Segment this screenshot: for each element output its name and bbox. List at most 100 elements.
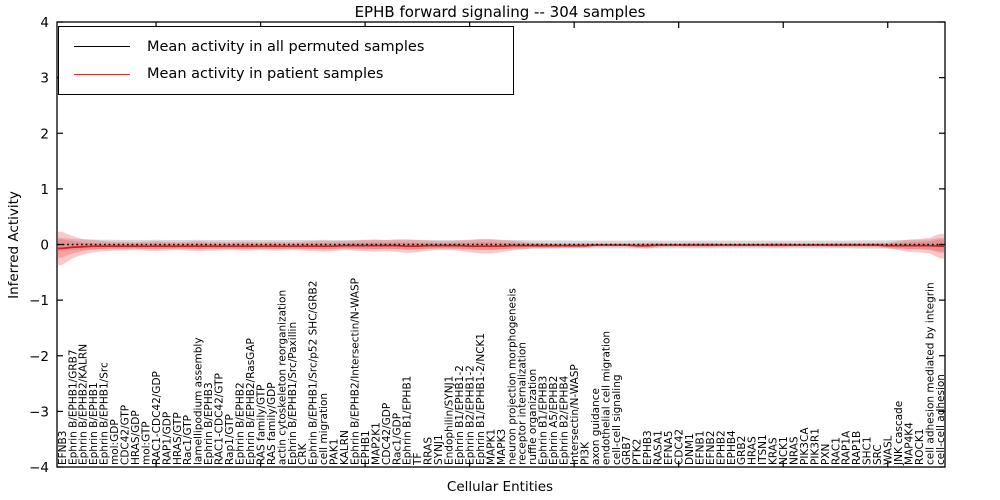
- x-category-label: Ephrin B/EPHB2/KALRN: [78, 344, 90, 465]
- x-category-label: axon guidance: [590, 388, 602, 465]
- x-category-label: JNK cascade: [893, 401, 905, 466]
- x-category-label: EPHB3: [642, 430, 654, 465]
- patient-range-band: [58, 231, 944, 266]
- x-category-label: Ephrin B/EPHB2/RasGAP: [245, 338, 257, 465]
- x-category-label: EFNB1: [694, 431, 706, 465]
- x-category-label: Ephrin B2/EPHB4: [559, 375, 571, 465]
- x-category-label: PIK3R1: [809, 428, 821, 465]
- x-category-label: RAS family/GTP: [255, 384, 267, 465]
- x-category-label: ITSN1: [757, 434, 769, 465]
- x-category-label: Ephrin B2/EPHB1-2: [464, 365, 476, 465]
- x-category-label: RAC1: [830, 437, 842, 465]
- x-category-label: KALRN: [339, 430, 351, 465]
- x-category-label: TF: [412, 453, 424, 466]
- x-category-label: Ephrin B/EPHB1/GRB7: [67, 349, 79, 465]
- y-tick-label: 4: [40, 15, 49, 31]
- x-category-label: CDC42/GDP: [381, 403, 393, 465]
- x-category-label: NCK1: [778, 436, 790, 465]
- x-category-label: CDC42: [673, 429, 685, 465]
- x-category-label: Ephrin B/EPHB1/Src/Paxillin: [287, 322, 299, 465]
- x-category-label: Ephrin B/EPHB1: [88, 382, 100, 465]
- x-category-label: mol:GDP: [109, 419, 121, 465]
- x-category-label: SRC: [872, 444, 884, 465]
- x-category-label: HRAS: [747, 436, 759, 465]
- x-category-label: cell adhesion mediated by integrin: [924, 282, 936, 465]
- x-category-label: RAC1-CDC42/GDP: [151, 371, 163, 465]
- x-category-label: CDC42/GTP: [120, 405, 132, 465]
- x-category-label: CRK: [297, 442, 309, 465]
- patient-line-swatch: [74, 73, 130, 75]
- x-category-label: ROCK1: [914, 429, 926, 465]
- x-category-label: EPHB2: [715, 430, 727, 465]
- x-category-label: RRAS: [423, 437, 435, 465]
- x-category-label: MAPK3: [496, 429, 508, 465]
- x-category-label: PI3K: [579, 441, 591, 465]
- x-category-label: SHC1: [862, 436, 874, 465]
- permuted-line-swatch: [74, 46, 130, 48]
- y-tick-label: 3: [40, 71, 49, 87]
- x-category-label: RAS family/GDP: [266, 382, 278, 465]
- x-category-label: MAP4K4: [903, 422, 915, 465]
- legend-entry-permuted: Mean activity in all permuted samples: [59, 39, 513, 55]
- legend-label-patient: Mean activity in patient samples: [147, 66, 384, 83]
- x-category-label: Ephrin B/EPHB2: [234, 382, 246, 465]
- x-category-label: Rac1/GTP: [182, 415, 194, 465]
- x-category-label: cell migration: [318, 393, 330, 465]
- legend-entry-patient: Mean activity in patient samples: [59, 66, 513, 82]
- x-category-label: cell-cell signaling: [611, 374, 623, 465]
- x-category-label: GRB7: [621, 436, 633, 465]
- x-category-label: mol:GTP: [140, 421, 152, 465]
- x-category-label: RAP1B: [851, 431, 863, 465]
- x-category-label: Ephrin B1/EPHB1-2/NCK1: [475, 333, 487, 465]
- x-category-label: actin cytoskeleton reorganization: [276, 290, 288, 465]
- chart-title: EPHB forward signaling -- 304 samples: [354, 3, 646, 21]
- x-category-label: HRAS/GDP: [130, 410, 142, 465]
- x-category-label: Ephrin B/EPHB3: [203, 382, 215, 465]
- y-tick-label: −4: [29, 460, 49, 476]
- y-tick-label: −2: [29, 349, 49, 365]
- legend-label-permuted: Mean activity in all permuted samples: [147, 38, 425, 55]
- x-axis-label: Cellular Entities: [446, 479, 554, 495]
- x-category-label: lamellipodium assembly: [193, 337, 205, 465]
- x-category-label: KRAS: [768, 437, 780, 465]
- x-category-label: RAC1-CDC42/GTP: [214, 373, 226, 465]
- x-category-label: HRAS/GTP: [172, 412, 184, 465]
- x-category-label: DNM1: [684, 433, 696, 465]
- x-category-label: RASA1: [653, 430, 665, 465]
- x-category-label: Intersectin/N-WASP: [569, 364, 581, 465]
- x-category-label: cell-cell adhesion: [935, 374, 947, 465]
- x-category-label: RAP1/GDP: [161, 412, 173, 465]
- x-category-label: Ephrin B/EPHB1/Src: [99, 362, 111, 465]
- y-tick-label: −1: [29, 293, 49, 309]
- x-category-label: endothelial cell migration: [600, 331, 612, 465]
- x-category-label: RAP1A: [841, 430, 853, 465]
- x-category-label: Ephrin B1/EPHB1: [402, 376, 414, 465]
- x-category-label: SYNJ1: [433, 434, 445, 465]
- x-category-label: EFNA5: [663, 431, 675, 465]
- x-category-label: Ephrin B1/EPHB3: [538, 376, 550, 465]
- x-category-label: Endophilin/SYNJ1: [444, 376, 456, 465]
- x-category-label: Rap1/GTP: [224, 414, 236, 465]
- x-category-label: EFNB3: [57, 431, 69, 465]
- x-category-label: Ephrin B/EPHB1/Src/p52 SHC/GRB2: [308, 281, 320, 465]
- x-category-label: Rac1/GDP: [391, 413, 403, 465]
- x-category-label: MAP2K1: [370, 422, 382, 465]
- x-category-label: EFNB2: [705, 431, 717, 465]
- x-category-label: receptor internalization: [517, 342, 529, 465]
- y-tick-label: 0: [40, 238, 49, 254]
- x-category-label: PTK2: [632, 439, 644, 465]
- axes-frame: [56, 21, 946, 468]
- x-category-label: EPHB4: [726, 430, 738, 465]
- x-category-label: PAK1: [329, 439, 341, 465]
- x-category-label: NRAS: [788, 436, 800, 465]
- x-category-label: neuron projection morphogenesis: [506, 288, 518, 465]
- x-category-label: ruffle organization: [527, 369, 539, 465]
- x-category-label: GRB2: [736, 436, 748, 465]
- legend: Mean activity in all permuted samples Me…: [58, 26, 514, 95]
- x-category-label: MAPK1: [485, 429, 497, 465]
- x-category-label: PIK3CA: [799, 427, 811, 465]
- x-category-label: Ephrin B1/EPHB1-2: [454, 365, 466, 465]
- x-category-label: Ephrin A5/EPHB2: [548, 376, 560, 465]
